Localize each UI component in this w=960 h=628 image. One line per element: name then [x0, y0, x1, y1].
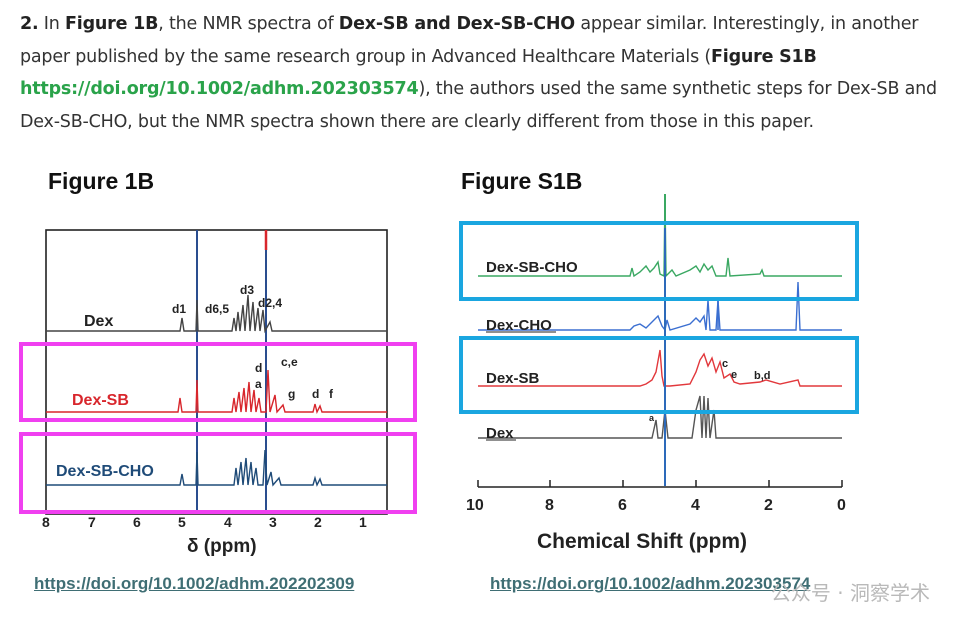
- highlight-box-dex-sb-right: [459, 336, 859, 414]
- peak-label: c: [722, 358, 728, 370]
- label-dex-cho-right: Dex-CHO: [486, 317, 552, 334]
- critique-paragraph: 2. In Figure 1B, the NMR spectra of Dex-…: [20, 8, 940, 138]
- trace-dex-right: [478, 395, 842, 439]
- label-dex-right: Dex: [486, 425, 514, 442]
- peak-label: e: [731, 369, 737, 381]
- item-number: 2.: [20, 14, 39, 34]
- highlight-box-dex-sb: [19, 342, 417, 422]
- peak-label: b,d: [754, 370, 771, 382]
- peak-label: d: [255, 361, 262, 375]
- peak-label: a: [649, 413, 655, 423]
- tick-label: 0: [837, 497, 846, 514]
- x-axis-ticks-left: 8 7 6 5 4 3 2 1: [42, 514, 367, 530]
- label-dex: Dex: [84, 313, 113, 330]
- trace-dex: [46, 294, 387, 334]
- figure-s1b-ref: Figure S1B: [711, 46, 817, 67]
- figure-1b-title: Figure 1B: [48, 168, 155, 194]
- tick-label: 6: [133, 514, 141, 530]
- trace-dex-sb-cho: [46, 449, 387, 487]
- text: appear similar. Interestingly, in anothe…: [20, 14, 919, 67]
- peak-label: d3: [240, 283, 254, 297]
- trace-dex-cho-right: [478, 281, 842, 332]
- watermark: 公众号 · 洞察学术: [770, 581, 930, 605]
- doi-link-left[interactable]: https://doi.org/10.1002/adhm.202202309: [34, 574, 355, 593]
- figure-1b-ref: Figure 1B: [65, 14, 159, 34]
- tick-label: 2: [764, 497, 773, 514]
- peak-label: f: [329, 387, 334, 401]
- tick-label: 6: [618, 497, 627, 514]
- trace-dex-sb-cho-right: [478, 193, 842, 278]
- peak-label: d: [312, 387, 319, 401]
- peak-label: d2,4: [258, 296, 282, 310]
- peak-label: d6,5: [205, 302, 229, 316]
- peak-label: g: [288, 387, 295, 401]
- trace-dex-sb: [46, 369, 387, 415]
- peak-label: c,e: [281, 355, 298, 369]
- trace-dex-sb-right: [478, 349, 842, 387]
- tick-label: 4: [691, 497, 700, 514]
- x-axis-label-left: δ (ppm): [187, 536, 257, 557]
- tick-label: 8: [545, 497, 554, 514]
- label-dex-sb-cho-right: Dex-SB-CHO: [486, 259, 578, 276]
- text: ), the authors used the same synthetic s…: [20, 79, 937, 132]
- text: , the NMR spectra of: [158, 14, 339, 34]
- x-axis-tick-marks-right: [477, 480, 843, 487]
- text: In: [38, 14, 66, 34]
- tick-label: 3: [269, 514, 277, 530]
- label-dex-sb-cho: Dex-SB-CHO: [56, 463, 154, 480]
- label-dex-sb: Dex-SB: [72, 392, 129, 409]
- highlight-box-dex-sb-cho-right: [459, 221, 859, 301]
- x-axis-ticks-right: 10 8 6 4 2 0: [466, 497, 846, 514]
- tick-label: 2: [314, 514, 322, 530]
- doi-link-right[interactable]: https://doi.org/10.1002/adhm.202303574: [490, 574, 811, 593]
- tick-label: 10: [466, 497, 484, 514]
- peak-label: d1: [172, 302, 186, 316]
- tick-label: 5: [178, 514, 186, 530]
- tick-label: 8: [42, 514, 50, 530]
- label-dex-sb-right: Dex-SB: [486, 370, 540, 387]
- tick-label: 7: [88, 514, 96, 530]
- peak-label: a: [255, 377, 262, 391]
- figure-s1b-title: Figure S1B: [461, 168, 583, 194]
- tick-label: 1: [359, 514, 367, 530]
- tick-label: 4: [224, 514, 232, 530]
- compound-names: Dex-SB and Dex-SB-CHO: [338, 14, 575, 34]
- highlight-box-dex-sb-cho: [19, 432, 417, 514]
- doi-link[interactable]: https://doi.org/10.1002/adhm.202303574: [20, 79, 419, 99]
- x-axis-label-right: Chemical Shift (ppm): [537, 530, 747, 553]
